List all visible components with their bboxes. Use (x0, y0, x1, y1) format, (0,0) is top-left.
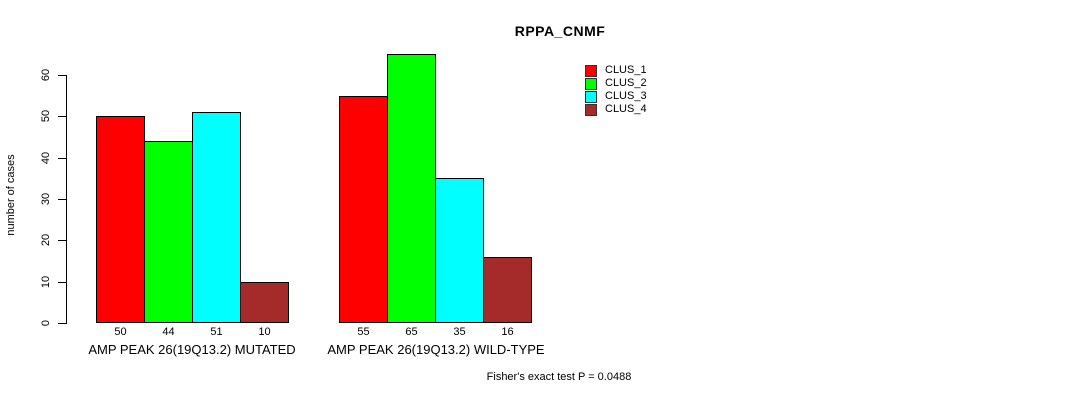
y-axis-tick (58, 75, 66, 76)
y-tick-label: 60 (40, 68, 52, 82)
bar-value-label: 55 (357, 326, 370, 338)
y-tick-label: 30 (40, 192, 52, 206)
bar-value-label: 51 (210, 326, 223, 338)
legend-swatch-icon (585, 90, 597, 103)
legend-row: CLUS_1 (585, 64, 647, 77)
group-label-wild-type: AMP PEAK 26(19Q13.2) WILD-TYPE (327, 342, 545, 357)
legend-row: CLUS_4 (585, 103, 647, 116)
y-axis-tick (58, 282, 66, 283)
y-axis-line (66, 75, 67, 324)
legend-label: CLUS_1 (605, 64, 647, 76)
legend-label: CLUS_2 (605, 77, 647, 89)
y-axis-tick (58, 323, 66, 324)
bar (387, 54, 436, 323)
legend-row: CLUS_3 (585, 90, 647, 103)
y-tick-label: 0 (40, 319, 52, 327)
bar (144, 141, 193, 323)
legend-row: CLUS_2 (585, 77, 647, 90)
group-label-mutated: AMP PEAK 26(19Q13.2) MUTATED (88, 342, 296, 357)
y-axis-tick (58, 116, 66, 117)
bar (435, 178, 484, 323)
y-tick-label: 20 (40, 233, 52, 247)
bar-value-label: 50 (114, 326, 127, 338)
y-axis-label: number of cases (5, 154, 17, 236)
bar (96, 116, 145, 323)
bar (483, 257, 532, 323)
bar-value-label: 16 (501, 326, 514, 338)
legend-swatch-icon (585, 64, 597, 77)
legend-swatch-icon (585, 103, 597, 116)
bar (240, 282, 289, 323)
bar-value-label: 35 (453, 326, 466, 338)
y-tick-label: 50 (40, 109, 52, 123)
y-tick-label: 10 (40, 275, 52, 289)
bar (339, 96, 388, 323)
bar-value-label: 10 (258, 326, 271, 338)
bar-value-label: 44 (162, 326, 175, 338)
legend-label: CLUS_3 (605, 90, 647, 102)
bar-value-label: 65 (405, 326, 418, 338)
legend: CLUS_1 CLUS_2 CLUS_3 CLUS_4 (585, 64, 647, 116)
y-tick-label: 40 (40, 151, 52, 165)
bar (192, 112, 241, 323)
y-axis-tick (58, 158, 66, 159)
chart-title: RPPA_CNMF (514, 23, 606, 39)
fisher-test-annotation: Fisher's exact test P = 0.0488 (486, 371, 632, 383)
y-axis-tick (58, 199, 66, 200)
legend-label: CLUS_4 (605, 103, 647, 115)
legend-swatch-icon (585, 77, 597, 90)
y-axis-tick (58, 240, 66, 241)
